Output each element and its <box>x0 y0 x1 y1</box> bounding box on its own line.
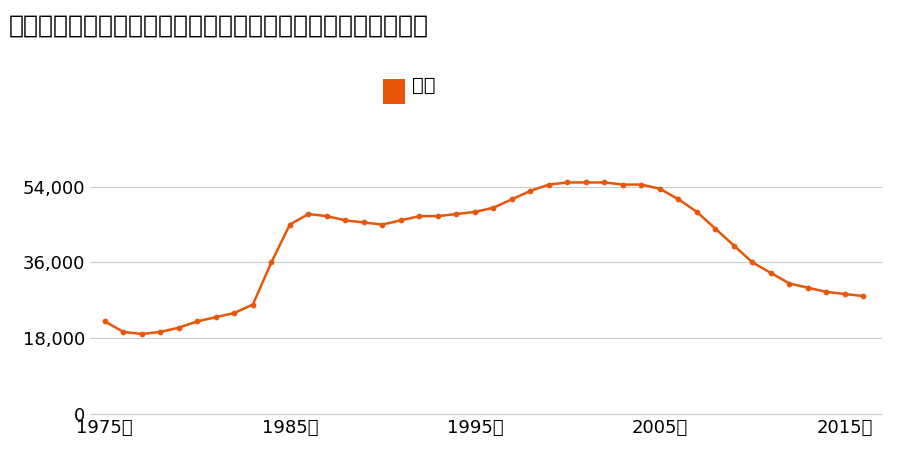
Text: 青森県青森市大字筒井字八ツ橋２６５番１ほか１筆の地価推移: 青森県青森市大字筒井字八ツ橋２６５番１ほか１筆の地価推移 <box>9 14 429 37</box>
Text: 価格: 価格 <box>412 76 436 95</box>
